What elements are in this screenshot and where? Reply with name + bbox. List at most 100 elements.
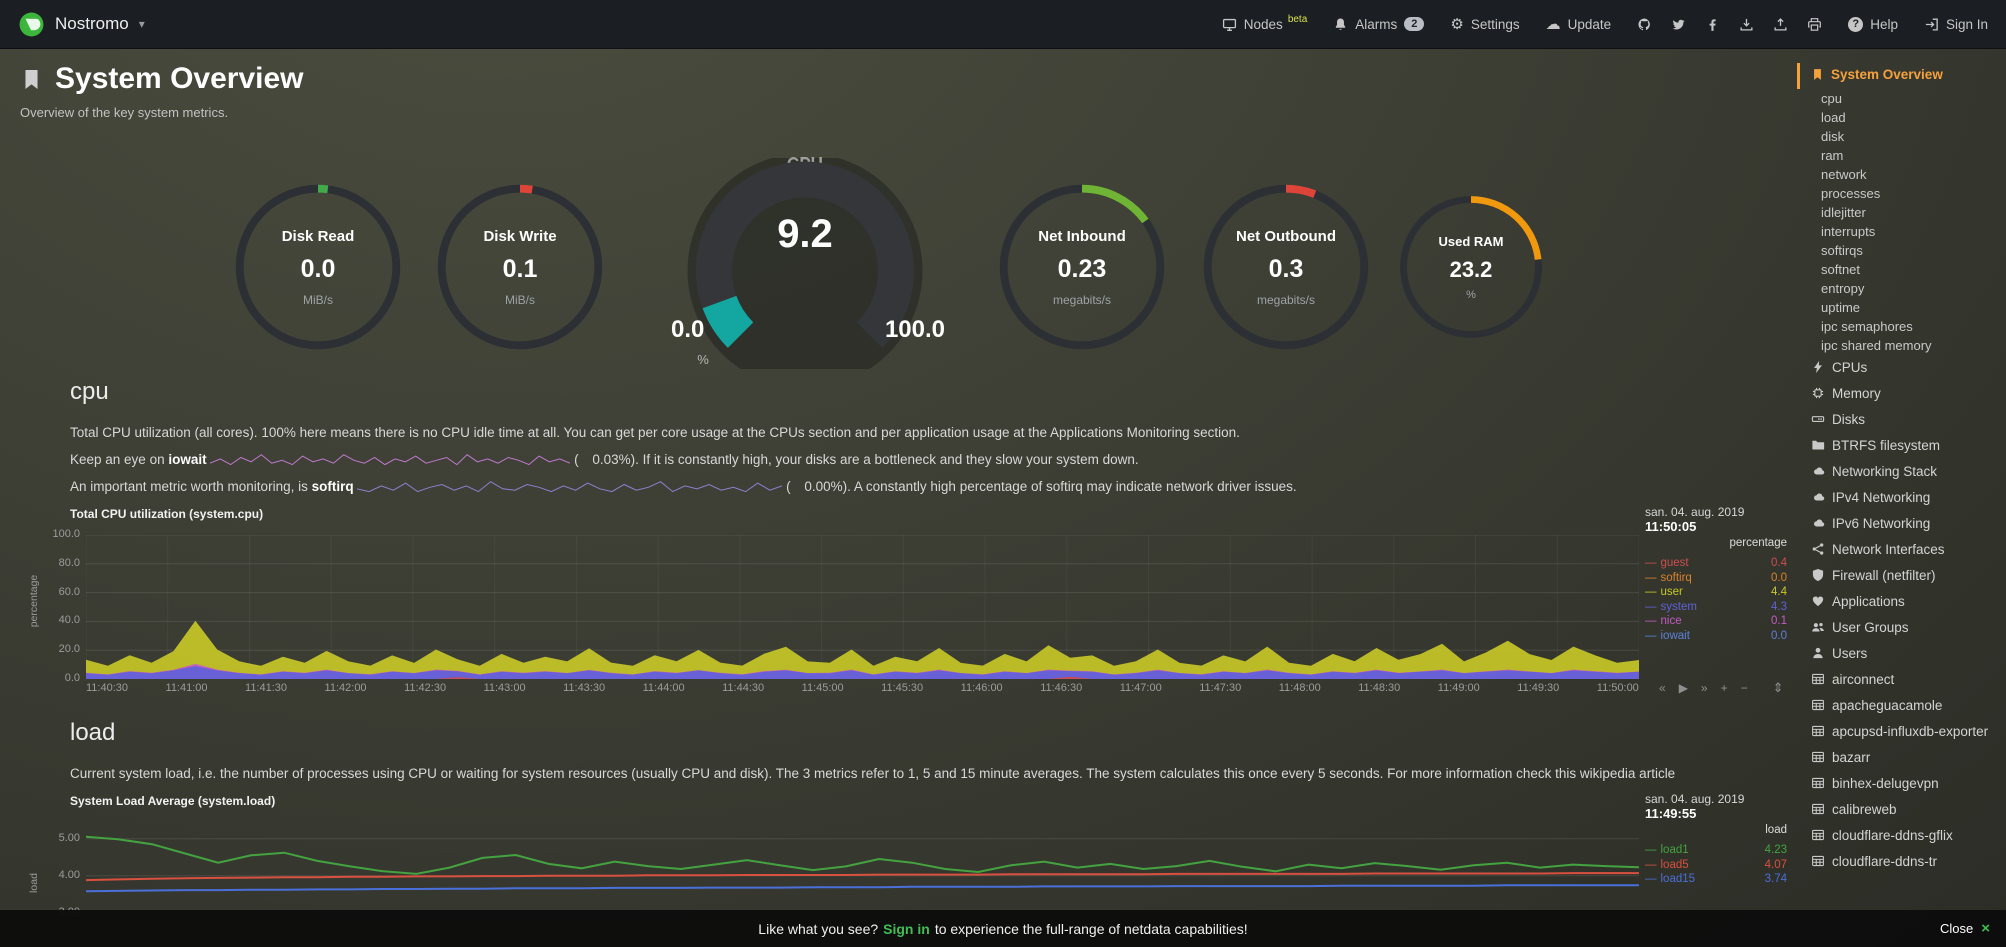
legend-entry[interactable]: — load1 4.23 bbox=[1645, 844, 1787, 856]
twitter-button[interactable] bbox=[1671, 17, 1686, 32]
cpu-description: Total CPU utilization (all cores). 100% … bbox=[70, 425, 1240, 440]
hostname-dropdown[interactable]: Nostromo ▾ bbox=[18, 11, 145, 38]
iowait-value: 0.03% bbox=[592, 452, 631, 467]
sidebar-subitem[interactable]: entropy bbox=[1821, 281, 1865, 296]
cpu-utilization-chart[interactable]: Total CPU utilization (system.cpu) san. … bbox=[28, 505, 1789, 697]
table-icon bbox=[1811, 776, 1825, 790]
sidebar-section[interactable]: Network Interfaces bbox=[1797, 537, 2006, 563]
sidebar-app-section[interactable]: apacheguacamole bbox=[1797, 693, 2006, 719]
sidebar-subitem[interactable]: idlejitter bbox=[1821, 205, 1866, 220]
sidebar-app-section[interactable]: airconnect bbox=[1797, 667, 2006, 693]
sidebar-app-section[interactable]: binhex-delugevpn bbox=[1797, 771, 2006, 797]
used-ram-gauge[interactable]: Used RAM 23.2 % bbox=[1396, 192, 1546, 342]
folder-icon bbox=[1811, 438, 1825, 452]
sidebar-section[interactable]: User Groups bbox=[1797, 615, 2006, 641]
gauge-minmax: 0.0 100.0 bbox=[671, 316, 945, 344]
disk-read-gauge[interactable]: Disk Read 0.0 MiB/s bbox=[231, 180, 405, 354]
legend-entry[interactable]: — load15 3.74 bbox=[1645, 873, 1787, 885]
sidebar-section[interactable]: IPv6 Networking bbox=[1797, 511, 2006, 537]
legend-entry[interactable]: — system 4.3 bbox=[1645, 600, 1787, 613]
page-title: System Overview bbox=[20, 62, 1797, 96]
x-axis-label: 11:47:00 bbox=[1119, 682, 1162, 694]
signin-button[interactable]: Sign In bbox=[1924, 17, 1988, 32]
github-icon bbox=[1637, 17, 1652, 32]
sidebar-app-section[interactable]: cloudflare-ddns-tr bbox=[1797, 849, 2006, 875]
y-tick-label: 40.0 bbox=[58, 614, 80, 627]
sidebar-subitem[interactable]: ram bbox=[1821, 148, 1844, 163]
bookmark-icon bbox=[1811, 68, 1824, 81]
sidebar-subitem[interactable]: uptime bbox=[1821, 300, 1861, 315]
facebook-button[interactable] bbox=[1705, 17, 1720, 32]
x-axis-label: 11:47:30 bbox=[1199, 682, 1242, 694]
sidebar-section[interactable]: BTRFS filesystem bbox=[1797, 433, 2006, 459]
github-button[interactable] bbox=[1637, 17, 1652, 32]
sidebar-subitem[interactable]: disk bbox=[1821, 129, 1845, 144]
settings-button[interactable]: ⚙ Settings bbox=[1450, 17, 1519, 32]
legend-entry[interactable]: — user 4.4 bbox=[1645, 586, 1787, 598]
sidebar-section[interactable]: Users bbox=[1797, 641, 2006, 667]
legend-entry[interactable]: — load5 4.07 bbox=[1645, 858, 1787, 871]
legend-entry[interactable]: — nice 0.1 bbox=[1645, 615, 1787, 627]
net-inbound-gauge[interactable]: Net Inbound 0.23 megabits/s bbox=[995, 180, 1169, 354]
y-tick-label: 100.0 bbox=[52, 528, 80, 540]
forward-button[interactable]: » bbox=[1700, 681, 1708, 695]
sidebar-section[interactable]: Memory bbox=[1797, 381, 2006, 407]
sidebar-section[interactable]: Networking Stack bbox=[1797, 459, 2006, 485]
cpu-gauge[interactable]: CPU 9.2 0.0 100.0 % bbox=[655, 128, 955, 369]
x-axis-label: 11:48:30 bbox=[1358, 682, 1401, 694]
legend-entry[interactable]: — iowait 0.0 bbox=[1645, 629, 1787, 642]
sidebar-app-section[interactable]: cloudflare-ddns-gflix bbox=[1797, 823, 2006, 849]
sidebar-section[interactable]: Firewall (netfilter) bbox=[1797, 563, 2006, 589]
nodes-label: Nodes bbox=[1243, 16, 1283, 32]
sidebar-subitem[interactable]: network bbox=[1821, 167, 1867, 182]
sidebar-section[interactable]: CPUs bbox=[1797, 355, 2006, 381]
export-snapshot-button[interactable] bbox=[1739, 17, 1754, 32]
sidebar-subitem[interactable]: cpu bbox=[1821, 91, 1842, 106]
sidebar-subitem[interactable]: interrupts bbox=[1821, 224, 1876, 239]
sidebar-subitem[interactable]: softnet bbox=[1821, 262, 1861, 277]
gauges-row: Disk Read 0.0 MiB/s Disk Write 0.1 MiB/s… bbox=[0, 120, 1797, 369]
monitor-icon bbox=[1222, 17, 1237, 32]
sidebar-app-section[interactable]: apcupsd-influxdb-exporter bbox=[1797, 719, 2006, 745]
import-snapshot-button[interactable] bbox=[1773, 17, 1788, 32]
x-axis-label: 11:42:30 bbox=[404, 682, 447, 694]
table-icon bbox=[1811, 724, 1825, 738]
legend-entry[interactable]: — softirq 0.0 bbox=[1645, 571, 1787, 584]
users-icon bbox=[1811, 620, 1825, 634]
y-tick-label: 0.0 bbox=[64, 672, 80, 684]
zoom-out-button[interactable]: − bbox=[1740, 681, 1748, 695]
signin-link[interactable]: Sign in bbox=[883, 920, 930, 937]
rewind-button[interactable]: « bbox=[1659, 681, 1666, 695]
disk-write-gauge[interactable]: Disk Write 0.1 MiB/s bbox=[433, 180, 607, 354]
nodes-button[interactable]: Nodes beta bbox=[1222, 14, 1307, 32]
banner-close-button[interactable]: Close × bbox=[1939, 920, 1990, 937]
netdata-logo-icon bbox=[18, 11, 45, 38]
x-axis-label: 11:46:00 bbox=[960, 682, 1003, 694]
net-outbound-gauge[interactable]: Net Outbound 0.3 megabits/s bbox=[1199, 180, 1373, 354]
chart-legend: load — load1 4.23 — load5 4.07 — load15 3.74 bbox=[1639, 822, 1789, 947]
sidebar-item-system-overview[interactable]: System Overview bbox=[1797, 63, 2006, 89]
sidebar-subitem[interactable]: ipc semaphores bbox=[1821, 319, 1913, 334]
play-button[interactable]: ▶ bbox=[1678, 681, 1688, 695]
sidebar-app-section[interactable]: calibreweb bbox=[1797, 797, 2006, 823]
cloud-icon bbox=[1811, 516, 1825, 530]
sidebar-subitem[interactable]: load bbox=[1821, 110, 1846, 125]
legend-entry[interactable]: — guest 0.4 bbox=[1645, 557, 1787, 569]
plot-area[interactable] bbox=[86, 535, 1639, 679]
sidebar-subitem[interactable]: processes bbox=[1821, 186, 1881, 201]
sidebar-subitem[interactable]: softirqs bbox=[1821, 243, 1863, 258]
alarms-button[interactable]: Alarms 2 bbox=[1333, 17, 1425, 32]
sidebar-subitem[interactable]: ipc shared memory bbox=[1821, 338, 1932, 353]
settings-label: Settings bbox=[1470, 16, 1520, 32]
update-button[interactable]: ☁ Update bbox=[1546, 17, 1612, 32]
sidebar-app-section[interactable]: bazarr bbox=[1797, 745, 2006, 771]
cloud-icon bbox=[1811, 464, 1825, 478]
zoom-in-button[interactable]: + bbox=[1720, 681, 1728, 695]
print-button[interactable] bbox=[1807, 17, 1822, 32]
help-button[interactable]: ? Help bbox=[1848, 16, 1898, 32]
resize-handle-icon[interactable]: ⇕ bbox=[1772, 680, 1784, 695]
sidebar-section[interactable]: Disks bbox=[1797, 407, 2006, 433]
sidebar-section[interactable]: IPv4 Networking bbox=[1797, 485, 2006, 511]
sidebar-section[interactable]: Applications bbox=[1797, 589, 2006, 615]
gauge-max: 100.0 bbox=[884, 316, 945, 343]
